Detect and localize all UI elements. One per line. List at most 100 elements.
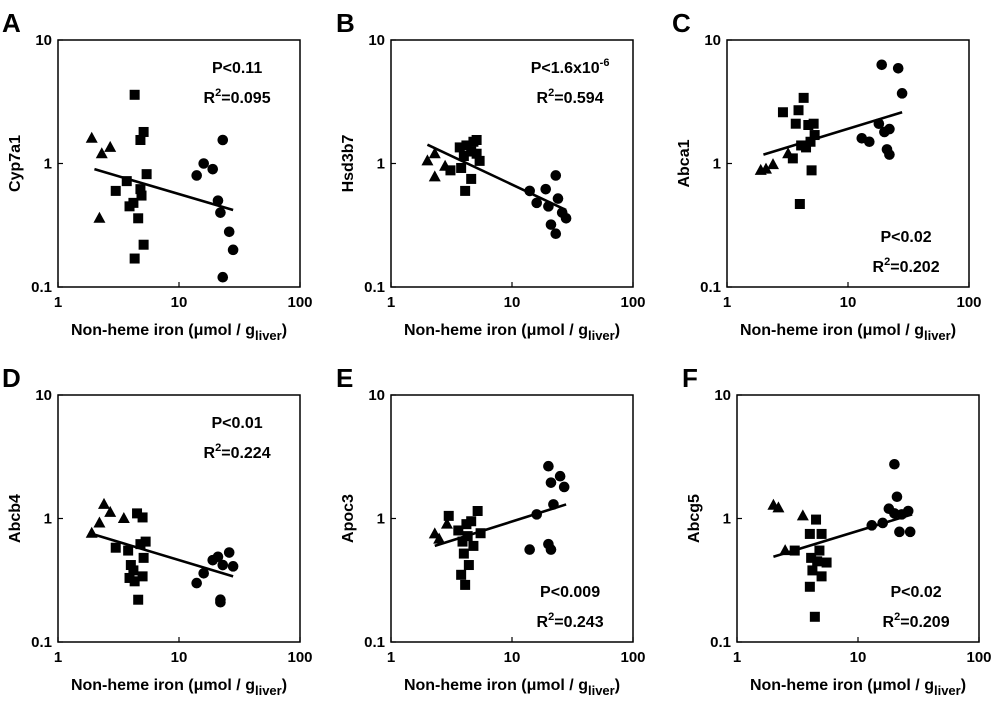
data-point-circle: [891, 491, 903, 503]
x-tick-label: 1: [387, 294, 395, 311]
data-point-square: [472, 506, 483, 517]
r-squared-text: R2=0.224: [204, 442, 271, 462]
data-point-square: [462, 531, 473, 542]
data-point-circle: [873, 118, 885, 130]
data-point-square: [460, 185, 471, 196]
data-point-square: [475, 528, 486, 539]
data-point-square: [808, 118, 819, 129]
data-point-circle: [896, 88, 908, 99]
data-point-square: [821, 557, 832, 568]
data-point-square: [137, 571, 148, 582]
data-point-square: [137, 512, 148, 523]
data-point-circle: [215, 596, 226, 608]
data-point-square: [136, 190, 147, 201]
data-point-square: [128, 197, 139, 208]
data-point-square: [453, 525, 464, 536]
data-point-square: [809, 611, 820, 622]
data-point-square: [804, 581, 815, 592]
data-point-square: [123, 545, 134, 556]
data-point-circle: [884, 149, 895, 160]
data-point-square: [790, 118, 801, 129]
data-point-square: [133, 594, 144, 605]
y-axis-label: Apoc3: [340, 494, 357, 543]
data-point-square: [471, 134, 482, 145]
y-tick-label: 1: [377, 156, 385, 173]
data-point-triangle: [796, 509, 809, 521]
x-tick-label: 100: [966, 649, 991, 666]
data-point-square: [132, 508, 143, 519]
panel-label: B: [336, 8, 355, 38]
x-axis-label: Non-heme iron (μmol / gliver): [750, 677, 966, 698]
data-point-triangle: [93, 211, 106, 223]
data-point-square: [806, 165, 817, 176]
data-point-circle: [227, 244, 239, 256]
panel-label: E: [336, 363, 353, 393]
data-point-square: [814, 545, 825, 556]
x-tick-label: 1: [54, 294, 62, 311]
data-point-square: [458, 151, 469, 162]
x-tick-label: 100: [620, 294, 645, 311]
data-point-circle: [550, 228, 562, 240]
x-tick-label: 1: [723, 294, 731, 311]
data-point-triangle: [428, 170, 441, 182]
regression-line: [94, 167, 234, 212]
data-point-circle: [217, 271, 229, 283]
y-tick-label: 0.1: [31, 279, 52, 296]
y-tick-label: 10: [368, 32, 385, 49]
y-tick-label: 0.1: [710, 634, 731, 651]
y-axis-label: Abcg5: [686, 494, 703, 543]
data-point-circle: [552, 193, 564, 204]
data-point-circle: [198, 158, 209, 169]
data-point-square: [135, 184, 146, 195]
r-squared-text: R2=0.095: [204, 87, 271, 107]
y-tick-label: 1: [44, 156, 52, 173]
data-point-square: [816, 528, 827, 539]
p-value-text: P<0.009: [540, 584, 600, 601]
data-point-square: [456, 569, 467, 580]
regression-line: [434, 503, 567, 548]
data-point-triangle: [117, 512, 130, 523]
data-point-circle: [524, 544, 535, 555]
data-point-square: [466, 516, 477, 527]
data-point-circle: [884, 123, 895, 135]
x-axis-label: Non-heme iron (μmol / gliver): [404, 322, 620, 343]
data-point-triangle: [104, 505, 117, 517]
data-point-circle: [558, 481, 570, 493]
data-point-square: [804, 528, 815, 539]
data-point-square: [141, 169, 152, 180]
data-point-circle: [227, 561, 239, 572]
data-point-square: [466, 146, 477, 157]
data-point-square: [463, 560, 474, 571]
y-tick-label: 1: [723, 511, 731, 528]
data-point-circle: [545, 477, 557, 488]
data-point-square: [806, 552, 817, 563]
data-point-triangle: [85, 131, 98, 143]
data-point-square: [140, 536, 151, 547]
x-axis-label: Non-heme iron (μmol / gliver): [71, 322, 287, 343]
data-point-square: [809, 130, 820, 141]
data-point-circle: [212, 551, 224, 563]
x-tick-label: 10: [504, 294, 521, 311]
panel-label: A: [2, 8, 21, 38]
data-point-circle: [545, 219, 557, 230]
data-point-square: [129, 576, 140, 587]
r-squared-text: R2=0.243: [537, 611, 604, 631]
data-point-square: [456, 162, 467, 173]
x-tick-label: 1: [54, 649, 62, 666]
y-tick-label: 1: [713, 156, 721, 173]
data-point-triangle: [93, 516, 106, 528]
x-tick-label: 1: [387, 649, 395, 666]
data-point-circle: [866, 520, 878, 531]
data-point-square: [811, 514, 822, 525]
x-tick-label: 10: [171, 294, 188, 311]
y-tick-label: 0.1: [364, 279, 385, 296]
data-point-square: [454, 142, 465, 153]
x-tick-label: 1: [733, 649, 741, 666]
panel-label: C: [672, 8, 691, 38]
data-point-square: [135, 539, 146, 550]
